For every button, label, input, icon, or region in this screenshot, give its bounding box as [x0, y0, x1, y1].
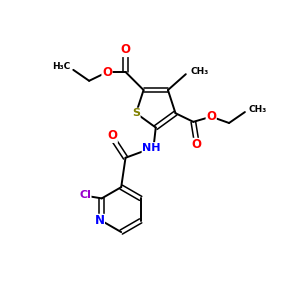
Text: CH₃: CH₃ [249, 105, 267, 114]
Text: NH: NH [142, 143, 161, 153]
Text: O: O [121, 44, 131, 56]
Text: O: O [107, 129, 117, 142]
Text: CH₃: CH₃ [190, 67, 209, 76]
Text: O: O [191, 138, 201, 152]
Text: H₃C: H₃C [52, 62, 70, 71]
Text: Cl: Cl [79, 190, 91, 200]
Text: S: S [132, 108, 140, 118]
Text: O: O [102, 66, 112, 79]
Text: O: O [206, 110, 216, 123]
Text: N: N [94, 214, 104, 227]
